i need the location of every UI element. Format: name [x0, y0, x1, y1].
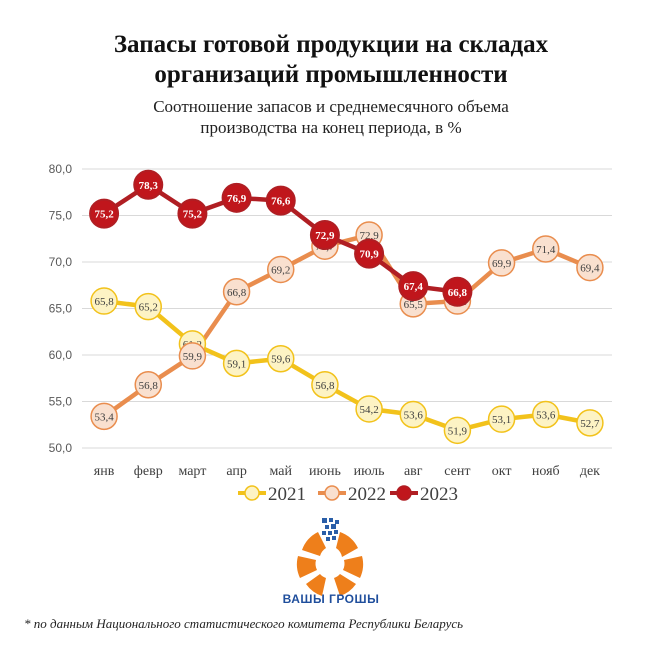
legend-label-2022: 2022 — [348, 484, 386, 505]
logo-text: ВАШЫ ГРОШЫ — [282, 592, 380, 606]
legend-marker-2022 — [324, 485, 340, 501]
data-point-2021 — [311, 371, 339, 399]
data-point-2021 — [487, 405, 516, 433]
vashy-groshy-logo-icon — [296, 518, 364, 596]
data-label-2023: 72,9 — [315, 230, 335, 242]
data-point-2021 — [222, 349, 251, 378]
data-point-2021 — [267, 344, 295, 373]
data-point-2023 — [398, 271, 429, 302]
data-point-2021 — [443, 416, 472, 445]
data-label-2022: 65,5 — [404, 299, 424, 311]
data-label-2021: 51,9 — [448, 425, 468, 437]
data-label-2022: 59,9 — [183, 351, 203, 363]
data-point-2022 — [134, 371, 162, 399]
x-tick-label: дек — [580, 464, 600, 479]
data-point-2021 — [355, 395, 383, 423]
data-point-2022 — [532, 235, 560, 263]
data-point-2021 — [576, 409, 604, 437]
data-label-2023: 66,8 — [448, 287, 468, 299]
data-label-2023: 78,3 — [139, 180, 159, 192]
data-label-2023: 76,9 — [227, 193, 247, 205]
data-label-2021: 52,7 — [580, 418, 600, 430]
x-tick-label: март — [178, 464, 206, 479]
data-label-2022: 56,8 — [139, 380, 159, 392]
data-point-2023 — [177, 198, 208, 229]
data-point-2022 — [267, 255, 295, 284]
chart-title-line1: Запасы готовой продукции на складах — [113, 31, 549, 58]
data-label-2021: 53,6 — [536, 410, 556, 422]
data-label-2022: 53,4 — [94, 411, 114, 423]
data-point-2022 — [576, 253, 604, 282]
data-label-2021: 59,1 — [227, 358, 246, 370]
y-tick-label: 60,0 — [49, 348, 73, 362]
legend-marker-2021 — [244, 485, 260, 501]
y-tick-label: 55,0 — [49, 395, 73, 409]
y-tick-label: 65,0 — [49, 302, 73, 316]
data-point-2023 — [354, 238, 385, 269]
data-point-2023 — [309, 220, 340, 251]
data-label-2023: 76,6 — [271, 196, 291, 208]
data-label-2021: 65,2 — [139, 302, 158, 314]
data-point-2023 — [265, 185, 296, 216]
chart-title: Запасы готовой продукции на складах орга… — [0, 30, 662, 90]
x-tick-label: июнь — [309, 464, 341, 479]
legend-marker-2023 — [396, 485, 412, 501]
x-tick-label: май — [270, 464, 293, 479]
data-point-2022 — [222, 278, 251, 306]
data-label-2022: 69,9 — [492, 258, 512, 270]
x-tick-label: окт — [492, 464, 512, 479]
x-tick-label: апр — [226, 464, 247, 479]
data-point-2022 — [178, 342, 207, 370]
data-label-2021: 65,8 — [94, 296, 114, 308]
data-point-2023 — [133, 169, 164, 200]
chart-subtitle-line2: производства на конец периода, в % — [200, 118, 462, 137]
data-label-2023: 75,2 — [183, 209, 203, 221]
y-tick-label: 80,0 — [49, 162, 73, 176]
data-label-2023: 67,4 — [404, 281, 424, 293]
data-label-2022: 69,4 — [580, 263, 600, 275]
data-label-2022: 66,8 — [227, 287, 247, 299]
data-label-2023: 70,9 — [359, 249, 379, 261]
data-point-2021 — [90, 287, 118, 315]
data-label-2021: 53,6 — [404, 410, 424, 422]
data-point-2021 — [532, 400, 560, 429]
legend-label-2021: 2021 — [268, 484, 306, 505]
footnote: * по данным Национального статистическог… — [24, 616, 464, 631]
y-tick-label: 70,0 — [49, 255, 73, 269]
x-tick-label: авг — [404, 464, 423, 479]
data-label-2021: 54,2 — [359, 404, 378, 416]
x-tick-label: сент — [444, 464, 470, 479]
x-tick-label: февр — [134, 464, 163, 479]
data-label-2021: 53,1 — [492, 414, 511, 426]
data-point-2022 — [487, 249, 516, 277]
data-point-2021 — [134, 292, 162, 321]
x-tick-label: нояб — [532, 464, 560, 479]
data-label-2021: 56,8 — [315, 380, 335, 392]
data-point-2022 — [90, 402, 118, 431]
y-tick-label: 50,0 — [49, 441, 73, 455]
x-tick-label: июль — [354, 464, 385, 479]
data-label-2023: 75,2 — [94, 209, 114, 221]
data-label-2021: 59,6 — [271, 354, 291, 366]
data-label-2022: 69,2 — [271, 264, 290, 276]
data-point-2023 — [221, 182, 252, 213]
chart-subtitle-line1: Соотношение запасов и среднемесячного об… — [153, 97, 509, 116]
data-label-2022: 72,9 — [359, 230, 379, 242]
data-label-2022: 71,4 — [536, 244, 556, 256]
legend-label-2023: 2023 — [420, 484, 458, 505]
x-tick-label: янв — [94, 464, 115, 479]
data-point-2023 — [89, 198, 120, 229]
chart-subtitle: Соотношение запасов и среднемесячного об… — [0, 96, 662, 138]
data-point-2021 — [399, 400, 427, 429]
y-tick-label: 75,0 — [49, 209, 73, 223]
data-point-2023 — [442, 276, 473, 307]
chart-title-line2: организаций промышленности — [154, 61, 508, 88]
